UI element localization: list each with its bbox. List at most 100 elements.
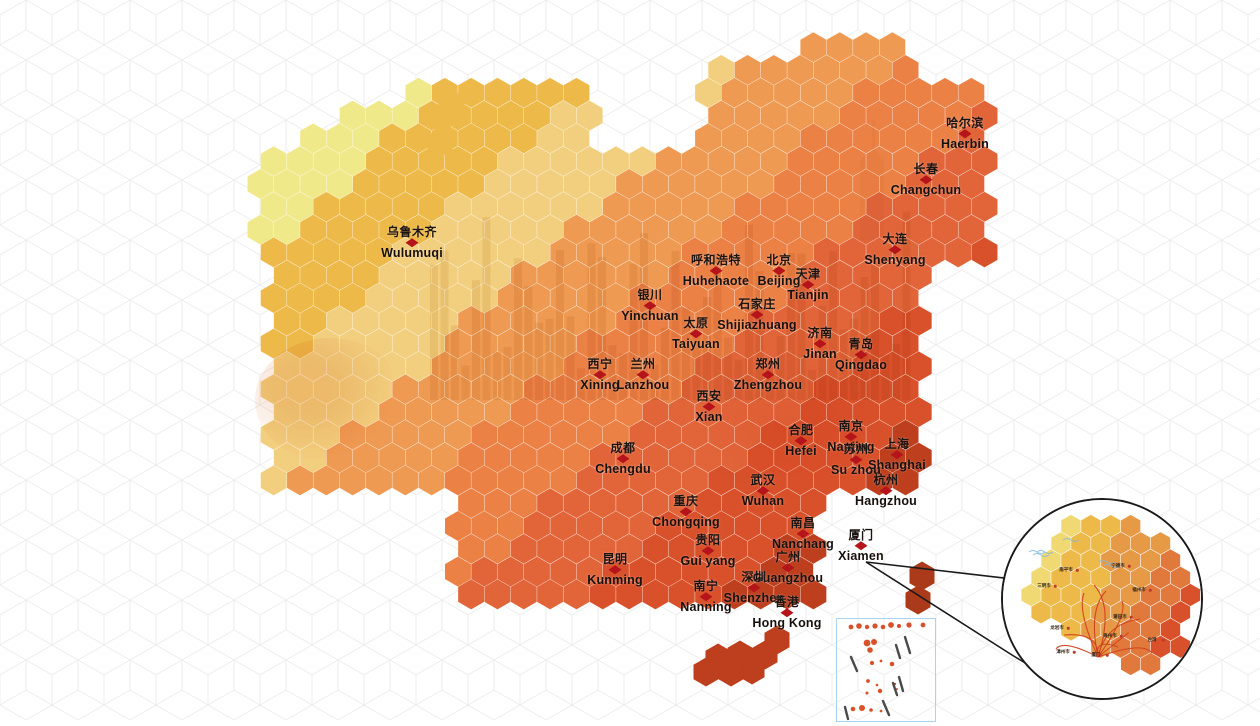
hex-tile (339, 237, 366, 268)
hex-tile (431, 169, 458, 199)
hex-tile (695, 488, 722, 519)
magnifier-city-label[interactable]: 宁德市 (1111, 563, 1125, 568)
hex-tile (826, 214, 853, 245)
hex-tile (879, 260, 906, 291)
hex-tile (352, 305, 379, 336)
hex-tile (260, 465, 287, 496)
hex-tile (892, 146, 919, 177)
magnifier-city-label[interactable]: 漳州市 (1056, 649, 1070, 654)
magnifier-hex-tile (1121, 583, 1141, 607)
city-label-yinchuan[interactable]: 银川 Yinchuan (621, 289, 678, 323)
city-label-chongqing[interactable]: 重庆 Chongqing (652, 495, 720, 529)
hex-tile (616, 214, 643, 245)
city-name-en: Jinan (803, 347, 837, 362)
hex-tile (800, 533, 827, 564)
magnifier-city-label[interactable]: 福州市 (1132, 587, 1146, 592)
hex-tile (405, 260, 432, 291)
hex-tile (918, 146, 945, 177)
city-label-chengdu[interactable]: 成都 Chengdu (595, 442, 651, 476)
city-label-hefei[interactable]: 合肥 Hefei (785, 424, 817, 458)
city-label-nanchang[interactable]: 南昌 Nanchang (772, 517, 834, 551)
hex-tile (945, 191, 972, 222)
city-marker-diamond-icon (701, 546, 715, 556)
magnifier-city-label[interactable]: 莆田市 (1113, 614, 1127, 619)
city-label-qingdao[interactable]: 青岛 Qingdao (835, 338, 887, 372)
hex-tile (813, 146, 840, 177)
magnifier-hex-tile (1150, 601, 1171, 624)
city-label-jinan[interactable]: 济南 Jinan (803, 327, 837, 361)
hex-tile (668, 579, 695, 610)
city-label-xiamen[interactable]: 厦门 Xiamen (838, 529, 884, 563)
city-label-shanghai[interactable]: 上海 Shanghai (868, 438, 926, 472)
hex-tile (300, 305, 327, 336)
hex-tile (510, 214, 537, 245)
city-label-shenzhen[interactable]: 深圳 Shenzhen (724, 571, 785, 605)
hex-tile (510, 488, 537, 519)
city-label-gui-yang[interactable]: 贵阳 Gui yang (680, 534, 735, 568)
hex-tile (800, 77, 827, 108)
city-name-cn: 银川 (637, 288, 663, 303)
city-label-guangzhou[interactable]: 广州 Guangzhou (753, 551, 824, 585)
city-label-xian[interactable]: 西安 Xian (695, 390, 722, 424)
hex-tile (537, 397, 564, 427)
hex-tile (392, 191, 419, 222)
magnifier-city-label[interactable]: 三明市 (1037, 583, 1051, 588)
hex-tile (523, 465, 550, 496)
city-label-beijing[interactable]: 北京 Beijing (757, 254, 800, 288)
city-label-nanjing[interactable]: 南京 Nanjing (827, 420, 874, 454)
city-label-wulumuqi[interactable]: 乌鲁木齐 Wulumuqi (381, 226, 443, 260)
hex-tile (734, 511, 761, 541)
magnifier-hex-tile (1051, 566, 1071, 589)
hex-tile (537, 123, 564, 154)
city-name-cn: 西宁 (587, 357, 613, 372)
city-label-zhengzhou[interactable]: 郑州 Zhengzhou (734, 358, 802, 392)
magnifier-hex-tile (1121, 549, 1141, 572)
hex-tile (563, 260, 590, 291)
magnifier-city-label[interactable]: 龙岩市 (1050, 625, 1064, 630)
city-label-su-zhou[interactable]: 苏州 Su zhou (831, 443, 881, 477)
city-label-shenyang[interactable]: 大连 Shenyang (864, 233, 925, 267)
hex-tile (747, 214, 774, 245)
hex-tile (642, 397, 669, 427)
city-label-changchun[interactable]: 长春 Changchun (891, 163, 962, 197)
city-label-nanning[interactable]: 南宁 Nanning (680, 580, 731, 614)
city-name-cn: 昆明 (602, 552, 628, 567)
city-label-huhehaote[interactable]: 呼和浩特 Huhehaote (683, 254, 749, 288)
hex-tile (497, 556, 524, 587)
city-name-en: Hangzhou (854, 494, 918, 509)
hex-tile (484, 488, 511, 519)
magnifier-city-label[interactable]: 南平市 (1059, 567, 1073, 572)
magnifier-city-label[interactable]: 厦门 (1091, 652, 1101, 657)
magnifier-city-label[interactable]: 台湾 (1147, 637, 1157, 642)
hex-tile (681, 556, 708, 587)
magnifier-city-dot (1161, 638, 1165, 642)
city-name-en: Nanning (680, 600, 732, 615)
city-label-hangzhou[interactable]: 杭州 Hangzhou (855, 474, 917, 508)
city-label-taiyuan[interactable]: 太原 Taiyuan (672, 317, 720, 351)
city-name-en: Wulumuqi (381, 246, 443, 261)
hex-tile (510, 397, 537, 427)
city-label-kunming[interactable]: 昆明 Kunming (587, 553, 643, 587)
magnifier-city-label[interactable]: 泉州市 (1103, 633, 1117, 638)
city-label-hong-kong[interactable]: 香港 Hong Kong (752, 596, 821, 630)
hex-tile (839, 146, 866, 177)
hex-tile (747, 533, 774, 564)
city-marker-diamond-icon (854, 350, 868, 360)
flow-arc (1097, 618, 1141, 658)
city-label-xining[interactable]: 西宁 Xining (580, 358, 619, 392)
hex-tile (313, 146, 340, 177)
hex-tile (576, 146, 603, 177)
city-label-haerbin[interactable]: 哈尔滨 Haerbin (941, 117, 989, 151)
hex-tile (458, 533, 485, 564)
city-label-tianjin[interactable]: 天津 Tianjin (787, 268, 828, 302)
city-label-lanzhou[interactable]: 兰州 Lanzhou (617, 358, 670, 392)
city-label-wuhan[interactable]: 武汉 Wuhan (742, 474, 784, 508)
hex-tile (366, 146, 392, 177)
city-marker-diamond-icon (761, 370, 775, 380)
city-label-shijiazhuang[interactable]: 石家庄 Shijiazhuang (717, 298, 797, 332)
hex-tile (734, 146, 761, 177)
magnifier-hex-tile (1101, 514, 1121, 538)
hex-tile (826, 123, 853, 154)
